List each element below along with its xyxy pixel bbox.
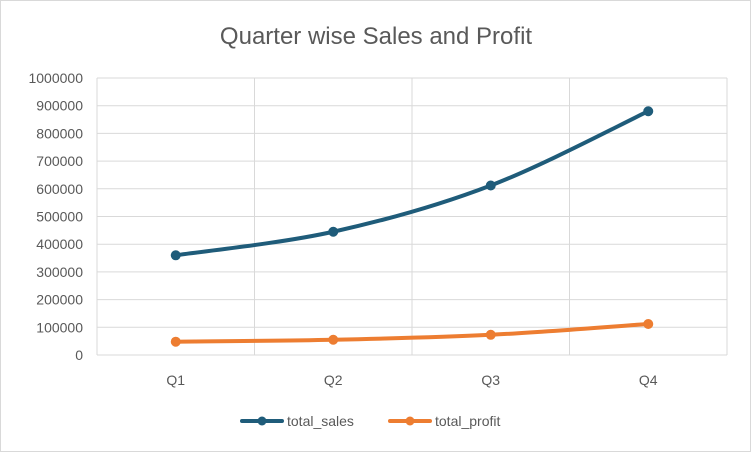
y-tick-label: 0 [75,347,83,363]
data-point-total_profit-Q3 [485,329,496,340]
y-tick-label: 600000 [36,181,83,197]
y-tick-label: 800000 [36,125,83,141]
y-tick-label: 400000 [36,236,83,252]
legend-marker-total_profit [405,416,415,426]
data-point-total_sales-Q4 [643,106,654,117]
y-axis-ticks: 0 100000 200000 300000 400000 500000 600000 700… [28,70,83,363]
legend-marker-total_sales [257,416,267,426]
y-tick-label: 500000 [36,209,83,225]
data-point-total_profit-Q4 [643,318,654,329]
data-point-total_profit-Q2 [328,334,339,345]
series-line-total_sales [173,109,651,258]
y-tick-label: 200000 [36,292,83,308]
x-tick-label: Q2 [324,372,343,388]
y-tick-label: 1000000 [28,70,83,86]
chart-title: Quarter wise Sales and Profit [220,23,532,50]
legend-label-total_sales: total_sales [287,413,354,429]
y-tick-label: 100000 [36,319,83,335]
data-point-total_sales-Q1 [170,250,181,261]
legend: total_sales total_profit [240,413,500,429]
y-tick-label: 300000 [36,264,83,280]
series-line-total_profit [173,321,651,344]
gridlines [96,77,728,356]
x-axis-ticks: Q1 Q2 Q3 Q4 [166,372,657,388]
x-tick-label: Q3 [481,372,500,388]
y-tick-label: 700000 [36,153,83,169]
x-tick-label: Q4 [639,372,658,388]
y-tick-label: 900000 [36,98,83,114]
x-tick-label: Q1 [166,372,185,388]
data-point-total_sales-Q3 [485,180,496,191]
data-point-total_sales-Q2 [328,226,339,237]
series-group [170,106,654,347]
data-point-total_profit-Q1 [170,336,181,347]
legend-label-total_profit: total_profit [435,413,500,429]
